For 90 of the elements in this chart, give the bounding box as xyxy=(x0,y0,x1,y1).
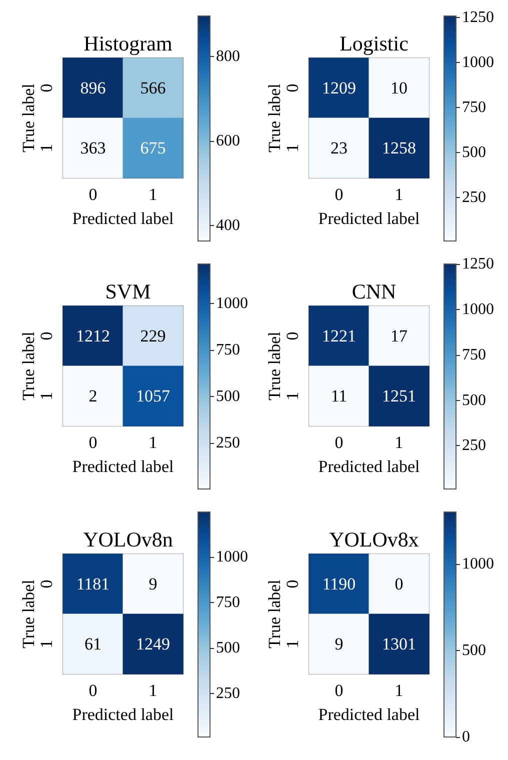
data-label: 2 xyxy=(88,386,98,406)
data-label: 1251 xyxy=(382,386,416,406)
chart-title: SVM xyxy=(105,280,152,304)
data-label: 363 xyxy=(80,138,106,158)
data-label: 1212 xyxy=(76,326,110,346)
y-tick-label: 0 xyxy=(37,84,56,92)
x-tick-label: 1 xyxy=(148,185,158,204)
x-tick-label: 0 xyxy=(88,433,98,452)
chart-title: CNN xyxy=(352,280,396,304)
data-label: 566 xyxy=(140,78,166,98)
color-bar-label: 750 xyxy=(462,346,486,364)
x-tick-label: 1 xyxy=(148,681,158,700)
y-axis-title: True label xyxy=(265,331,284,400)
x-tick-label: 1 xyxy=(394,681,404,700)
x-tick-label: 0 xyxy=(334,433,344,452)
data-label: 1209 xyxy=(322,78,356,98)
x-axis-title: Predicted label xyxy=(318,209,420,228)
y-tick-label: 1 xyxy=(283,640,302,648)
y-tick-label: 1 xyxy=(283,144,302,152)
x-axis-title: Predicted label xyxy=(318,705,420,724)
y-tick-label: 0 xyxy=(37,580,56,588)
color-bar-label: 250 xyxy=(216,434,240,452)
data-label: 1190 xyxy=(322,574,356,594)
color-bar-label: 750 xyxy=(216,594,240,612)
data-label: 1057 xyxy=(136,386,170,406)
data-label: 1301 xyxy=(382,634,416,654)
data-label: 11 xyxy=(330,386,348,406)
y-tick-label: 1 xyxy=(283,392,302,400)
y-tick-label: 1 xyxy=(37,640,56,648)
data-label: 9 xyxy=(148,574,158,594)
color-bar-label: 250 xyxy=(216,684,240,702)
color-bar-label: 1250 xyxy=(462,256,494,273)
x-tick-label: 1 xyxy=(148,433,158,452)
data-label: 1249 xyxy=(136,634,170,654)
y-tick-label: 0 xyxy=(37,332,56,340)
color-bar-label: 500 xyxy=(462,392,486,409)
y-tick-label: 1 xyxy=(37,392,56,400)
color-bar-label: 1000 xyxy=(462,54,494,72)
y-axis-title: True label xyxy=(19,579,38,648)
color-bar-label: 500 xyxy=(462,642,486,660)
y-axis-title: True label xyxy=(19,83,38,152)
color-bar-label: 750 xyxy=(462,99,486,116)
x-tick-label: 1 xyxy=(394,433,404,452)
color-bar-label: 800 xyxy=(216,48,240,66)
color-bar-label: 750 xyxy=(216,341,240,358)
x-tick-label: 0 xyxy=(88,185,98,204)
color-bar-label: 1250 xyxy=(462,8,494,26)
y-tick-label: 1 xyxy=(37,144,56,152)
data-label: 17 xyxy=(390,326,408,346)
color-bar-label: 500 xyxy=(216,388,240,405)
chart-title: YOLOv8x xyxy=(329,528,420,552)
data-label: 1221 xyxy=(322,326,356,346)
data-label: 0 xyxy=(394,574,404,594)
data-label: 896 xyxy=(80,78,106,98)
y-axis-title: True label xyxy=(19,331,38,400)
color-bar-label: 600 xyxy=(216,132,240,150)
color-bar-label: 1000 xyxy=(462,556,494,573)
y-tick-label: 0 xyxy=(283,84,302,92)
color-bar-label: 400 xyxy=(216,216,240,234)
color-bar-label: 250 xyxy=(462,189,486,206)
x-axis-title: Predicted label xyxy=(318,457,420,476)
x-tick-label: 0 xyxy=(334,185,344,204)
data-label: 61 xyxy=(84,634,102,654)
y-tick-label: 0 xyxy=(283,332,302,340)
data-label: 229 xyxy=(140,326,166,346)
chart-title: YOLOv8n xyxy=(83,528,174,552)
y-axis-title: True label xyxy=(265,579,284,648)
color-bar-label: 500 xyxy=(462,144,486,162)
x-tick-label: 1 xyxy=(394,185,404,204)
data-label: 675 xyxy=(140,138,166,158)
x-tick-label: 0 xyxy=(334,681,344,700)
color-bar-label: 1000 xyxy=(216,548,248,566)
color-bar-label: 250 xyxy=(462,437,486,454)
data-label: 10 xyxy=(390,78,408,98)
y-tick-label: 0 xyxy=(283,580,302,588)
data-label: 1258 xyxy=(382,138,416,158)
color-bar-label: 1000 xyxy=(216,294,248,312)
data-label: 1181 xyxy=(76,574,110,594)
color-bar-label: 500 xyxy=(216,639,240,656)
x-tick-label: 0 xyxy=(88,681,98,700)
chart-title: Logistic xyxy=(340,32,408,56)
chart-title: Histogram xyxy=(84,32,172,56)
color-bar-label: 1000 xyxy=(462,301,494,318)
x-axis-title: Predicted label xyxy=(72,705,174,724)
data-label: 9 xyxy=(334,634,344,654)
color-bar-label: 0 xyxy=(462,728,470,746)
x-axis-title: Predicted label xyxy=(72,209,174,228)
data-label: 23 xyxy=(330,138,348,158)
y-axis-title: True label xyxy=(265,83,284,152)
x-axis-title: Predicted label xyxy=(72,457,174,476)
